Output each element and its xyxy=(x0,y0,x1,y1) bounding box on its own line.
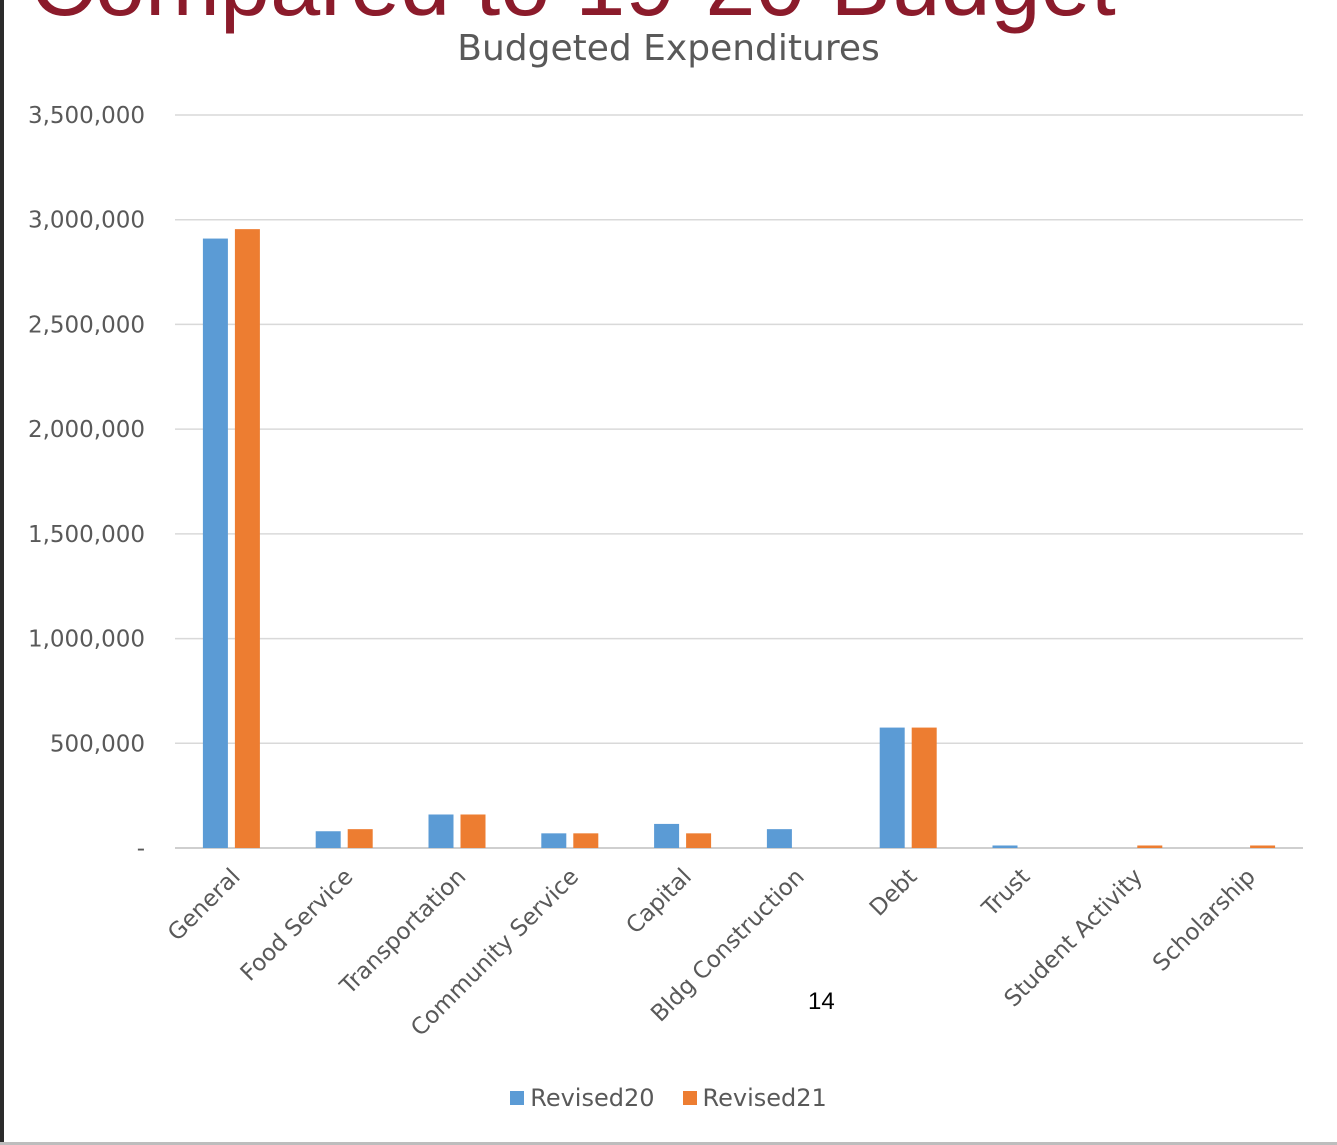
gridlines xyxy=(175,114,1303,849)
y-tick-label: 3,000,000 xyxy=(28,208,145,234)
bar-revised21-scholarship xyxy=(1250,845,1276,848)
bar-revised20-general xyxy=(202,238,228,848)
slide-bottom-border xyxy=(0,1142,1337,1145)
y-tick-label: 1,000,000 xyxy=(28,627,145,653)
legend-item-revised21: Revised21 xyxy=(682,1084,827,1112)
bar-revised21-debt xyxy=(911,727,937,848)
bar-revised20-community-service xyxy=(541,833,567,848)
bar-revised20-capital xyxy=(654,823,680,848)
legend-label-revised21: Revised21 xyxy=(702,1084,827,1112)
chart-legend: Revised20 Revised21 xyxy=(0,1084,1337,1112)
x-tick-label: Scholarship xyxy=(1148,864,1261,977)
bar-revised20-transportation xyxy=(428,814,454,848)
bar-revised21-community-service xyxy=(573,833,599,848)
bars xyxy=(202,229,1276,849)
legend-swatch-revised21 xyxy=(682,1091,697,1105)
x-tick-label: Debt xyxy=(865,864,923,922)
bar-revised20-trust xyxy=(992,845,1018,848)
bar-revised20-food-service xyxy=(315,831,341,848)
y-tick-label: 2,500,000 xyxy=(28,312,145,338)
bar-revised20-bldg-construction xyxy=(766,829,792,848)
y-axis-ticks: - 500,000 1,000,000 1,500,000 2,000,000 2,500… xyxy=(28,103,145,862)
x-tick-label: Trust xyxy=(977,864,1035,922)
chart-title: Budgeted Expenditures xyxy=(457,28,880,69)
bar-revised21-general xyxy=(234,229,260,849)
y-tick-label: 500,000 xyxy=(50,731,145,757)
bar-revised21-food-service xyxy=(347,829,373,848)
x-tick-label: General xyxy=(163,864,245,946)
y-tick-label: 2,000,000 xyxy=(28,417,145,443)
y-tick-label: - xyxy=(137,836,145,862)
legend-label-revised20: Revised20 xyxy=(530,1084,655,1112)
y-tick-label: 3,500,000 xyxy=(28,103,145,129)
slide-left-border xyxy=(0,0,4,1145)
legend-item-revised20: Revised20 xyxy=(510,1084,655,1112)
page-number: 14 xyxy=(808,988,835,1015)
bar-revised20-debt xyxy=(879,727,905,848)
bar-revised21-capital xyxy=(686,833,712,848)
bar-revised21-student-activity xyxy=(1137,845,1163,848)
x-tick-label: Food Service xyxy=(236,864,359,987)
y-tick-label: 1,500,000 xyxy=(28,522,145,548)
x-tick-label: Capital xyxy=(621,864,696,939)
slide-title: Compared to 19-20 Budget xyxy=(30,0,1116,30)
bar-revised21-transportation xyxy=(460,814,486,848)
legend-swatch-revised20 xyxy=(510,1091,525,1105)
